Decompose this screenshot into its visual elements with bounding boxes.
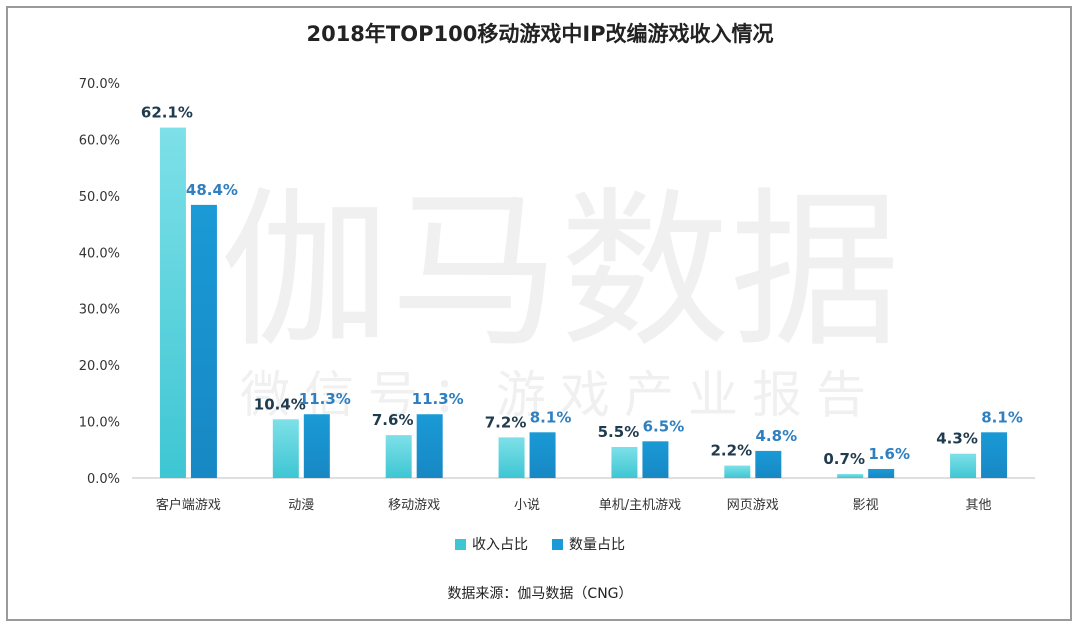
bar-revenue bbox=[385, 435, 412, 478]
watermark-main: 伽马数据 bbox=[220, 173, 900, 371]
data-label: 10.4% bbox=[254, 395, 306, 413]
bar-revenue bbox=[837, 474, 864, 478]
bar-count bbox=[642, 441, 669, 478]
data-label: 2.2% bbox=[711, 442, 753, 460]
data-label: 62.1% bbox=[141, 104, 193, 122]
chart-title: 2018年TOP100移动游戏中IP改编游戏收入情况 bbox=[306, 22, 774, 46]
bar-count bbox=[981, 432, 1008, 478]
bar-revenue bbox=[724, 465, 751, 478]
x-tick-label: 小说 bbox=[514, 498, 540, 513]
bar-count bbox=[303, 414, 330, 478]
data-label: 1.6% bbox=[868, 445, 910, 463]
x-tick-label: 移动游戏 bbox=[388, 498, 440, 513]
y-tick-label: 40.0% bbox=[79, 246, 120, 261]
data-source: 数据来源：伽马数据（CNG） bbox=[447, 586, 633, 602]
data-label: 11.3% bbox=[299, 390, 351, 408]
data-label: 4.8% bbox=[756, 427, 798, 445]
legend-label-revenue: 收入占比 bbox=[472, 537, 528, 553]
x-tick-label: 网页游戏 bbox=[727, 498, 779, 513]
legend-item-revenue: 收入占比 bbox=[455, 534, 528, 554]
bar-revenue bbox=[950, 453, 977, 478]
data-label: 4.3% bbox=[936, 430, 978, 448]
x-tick-label: 单机/主机游戏 bbox=[599, 498, 681, 513]
chart-bars bbox=[159, 127, 1008, 478]
chart-legend: 收入占比 数量占比 bbox=[0, 534, 1080, 554]
data-label: 0.7% bbox=[823, 450, 865, 468]
bar-revenue bbox=[498, 437, 525, 478]
y-tick-label: 10.0% bbox=[79, 416, 120, 431]
bar-revenue bbox=[272, 419, 299, 478]
y-tick-label: 20.0% bbox=[79, 359, 120, 374]
bar-count bbox=[868, 468, 895, 478]
x-tick-label: 动漫 bbox=[288, 498, 314, 513]
chart-labels: 62.1%48.4%10.4%11.3%7.6%11.3%7.2% 8.1%5.5… bbox=[141, 104, 1023, 468]
x-tick-label: 影视 bbox=[853, 498, 879, 513]
bar-revenue bbox=[159, 127, 186, 478]
y-tick-label: 0.0% bbox=[87, 472, 120, 487]
y-tick-label: 50.0% bbox=[79, 190, 120, 205]
data-label: 7.6% bbox=[372, 411, 414, 429]
bar-count bbox=[190, 204, 217, 478]
x-tick-label: 客户端游戏 bbox=[156, 497, 221, 513]
data-label: 48.4% bbox=[186, 181, 238, 199]
bar-count bbox=[529, 432, 556, 478]
legend-label-count: 数量占比 bbox=[569, 537, 625, 553]
data-label: 8.1% bbox=[530, 408, 572, 426]
data-label: 11.3% bbox=[412, 390, 464, 408]
legend-item-count: 数量占比 bbox=[552, 534, 625, 554]
y-tick-label: 60.0% bbox=[79, 133, 120, 148]
data-label: 7.2% bbox=[485, 413, 527, 431]
x-tick-label: 其他 bbox=[966, 498, 992, 513]
watermark-sub: 微信号：游戏产业报告 bbox=[240, 366, 880, 424]
data-label: 6.5% bbox=[643, 417, 685, 435]
y-tick-label: 30.0% bbox=[79, 303, 120, 318]
data-label: 8.1% bbox=[981, 408, 1023, 426]
data-label: 5.5% bbox=[598, 423, 640, 441]
y-tick-label: 70.0% bbox=[79, 77, 120, 92]
bar-count bbox=[755, 450, 782, 478]
bar-count bbox=[416, 414, 443, 478]
legend-swatch-count bbox=[552, 538, 563, 550]
legend-swatch-revenue bbox=[455, 538, 466, 550]
bar-revenue bbox=[611, 446, 638, 478]
